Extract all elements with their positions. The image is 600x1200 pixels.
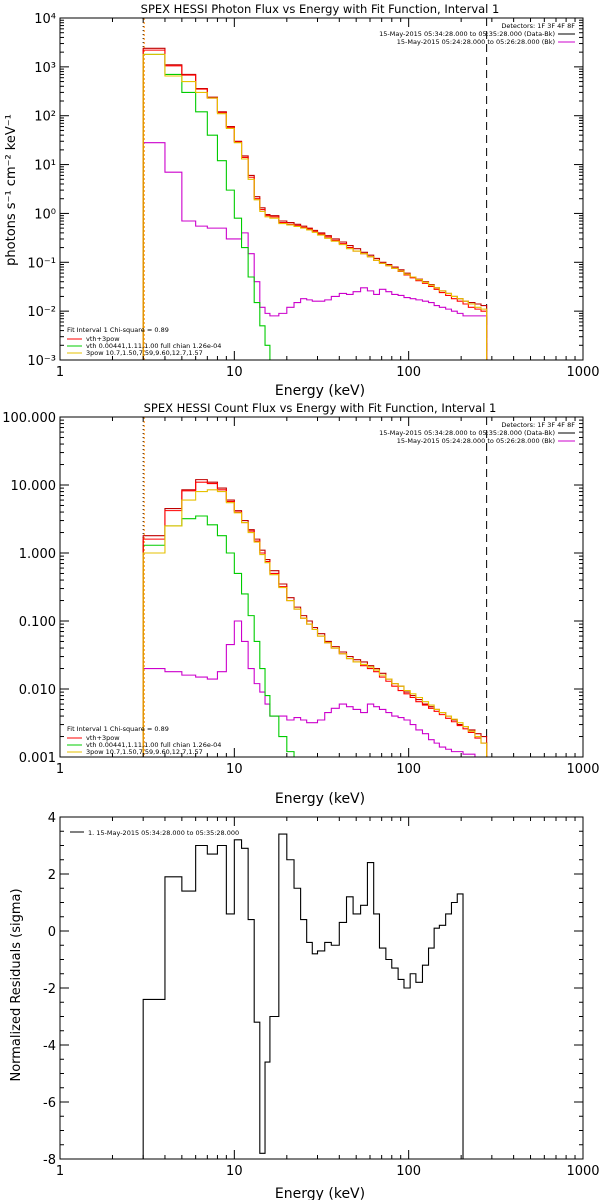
panel1-ylabel: photons s⁻¹ cm⁻² keV⁻¹ (4, 114, 19, 266)
panel2-ytick-label: 10.000 (11, 479, 57, 494)
panel1-series-vth (142, 53, 280, 360)
panel3-ytick-label: 2 (48, 868, 56, 883)
panel2-ytick-label: 0.001 (19, 751, 56, 766)
panel2-fit-legend: Fit Interval 1 Chi-square = 0.89 vth+3po… (67, 725, 221, 756)
panel1-frame (59, 17, 584, 361)
panel1-time-legend: 15-May-2015 05:34:28.000 to 05:35:28.000… (379, 30, 575, 46)
panel2-fit-title: Fit Interval 1 Chi-square = 0.89 (67, 725, 169, 733)
panel2-series-pow (142, 489, 488, 757)
panel1-fit-line-2: vth 0.00441,1.11,1.00 full chian 1.26e-0… (86, 342, 221, 350)
panel2-series-vth (142, 515, 295, 757)
panel1-series-data (142, 47, 488, 360)
panel1-series-pow (142, 53, 488, 360)
panel1-ytick-label: 10¹ (34, 159, 56, 174)
panel1-detectors: Detectors: 1F 3F 4F 8F (501, 22, 575, 30)
panel3-ytick-label: 4 (48, 811, 56, 826)
panel2-xlabel: Energy (keV) (275, 791, 365, 807)
panel2-series-bkg (142, 620, 487, 757)
panel2-xtick-label: 10 (226, 762, 243, 777)
panel1-fit-line-3: 3pow 10.7,1.50,7.59,9.60,12.7,1.57 (86, 349, 203, 357)
panel3-ticks: 1 10 100 1000 -8 -6 -4 -2 0 2 4 (43, 811, 600, 1179)
panel2-ytick-label: 1.000 (19, 547, 56, 562)
panel2-xtick-label: 1000 (566, 762, 599, 777)
panel1-plot-area (142, 18, 488, 360)
panel-photon-flux: SPEX HESSI Photon Flux vs Energy with Fi… (4, 2, 600, 399)
panel1-title: SPEX HESSI Photon Flux vs Energy with Fi… (141, 2, 500, 16)
panel2-ticks: 1 10 100 1000 0.001 0.010 0.100 1.000 10.000 100.… (2, 411, 599, 777)
panel1-xtick-label: 1000 (566, 365, 599, 380)
panel3-ytick-label: -4 (43, 1039, 56, 1054)
panel2-xtick-label: 1 (56, 762, 64, 777)
panel3-xlabel: Energy (keV) (275, 1186, 365, 1200)
panel3-xtick-label: 1 (56, 1164, 64, 1179)
panel1-series-total (142, 49, 488, 360)
panel2-time-line-2: 15-May-2015 05:24:28.000 to 05:26:28.000… (397, 437, 555, 445)
panel1-series-bkg (142, 142, 488, 360)
panel1-ytick-label: 10⁰ (34, 207, 56, 222)
panel3-ytick-label: -8 (43, 1153, 56, 1168)
panel1-ytick-label: 10⁻¹ (27, 256, 56, 271)
panel1-time-line-2: 15-May-2015 05:24:28.000 to 05:26:28.000… (397, 38, 555, 46)
panel2-series-total (142, 481, 488, 757)
panel1-xtick-label: 100 (396, 365, 421, 380)
panel1-ytick-label: 10³ (34, 61, 56, 76)
panel3-legend: 1. 15-May-2015 05:34:28.000 to 05:35:28.… (88, 829, 239, 837)
panel1-ytick-label: 10⁻² (27, 305, 56, 320)
panel-count-flux: SPEX HESSI Count Flux vs Energy with Fit… (2, 401, 599, 807)
panel2-xtick-label: 100 (396, 762, 421, 777)
panel2-ytick-label: 0.100 (19, 615, 56, 630)
panel3-xtick-label: 10 (226, 1164, 243, 1179)
panel3-ytick-label: -2 (43, 982, 56, 997)
panel3-ytick-label: 0 (48, 925, 56, 940)
panel3-series-black (142, 833, 464, 1159)
panel2-title: SPEX HESSI Count Flux vs Energy with Fit… (144, 401, 497, 415)
panel2-frame (59, 416, 584, 758)
panel1-ytick-label: 10⁴ (34, 12, 56, 27)
panel3-ytick-label: -6 (43, 1096, 56, 1111)
panel1-ytick-label: 10⁻³ (27, 354, 56, 369)
panel2-fit-line-1: vth+3pow (86, 734, 120, 742)
panel1-ytick-label: 10² (34, 110, 56, 125)
panel3-xtick-label: 1000 (566, 1164, 599, 1179)
panel1-ticks: 1 10 100 1000 10⁻³ 10⁻² 10⁻¹ 10⁰ 10¹ 10² 10³ 10⁴ (27, 12, 599, 380)
panel2-plot-area (142, 417, 488, 757)
panel2-time-line-1: 15-May-2015 05:34:28.000 to 05:35:28.000… (379, 429, 555, 437)
panel1-fit-legend: Fit Interval 1 Chi-square = 0.89 vth+3po… (67, 326, 221, 357)
panel-residuals: 1 10 100 1000 -8 -6 -4 -2 0 2 4 Normalized Residua… (9, 811, 600, 1200)
panel1-fit-title: Fit Interval 1 Chi-square = 0.89 (67, 326, 169, 334)
panel1-xtick-label: 10 (226, 365, 243, 380)
panel2-ytick-label: 100.000 (2, 411, 56, 426)
panel2-fit-line-2: vth 0.00441,1.11,1.00 full chian 1.26e-0… (86, 741, 221, 749)
panel3-xtick-label: 100 (396, 1164, 421, 1179)
panel1-xlabel: Energy (keV) (275, 383, 365, 399)
panel1-fit-line-1: vth+3pow (86, 335, 120, 343)
panel1-time-line-1: 15-May-2015 05:34:28.000 to 05:35:28.000… (379, 30, 555, 38)
panel2-series-data (142, 479, 488, 757)
panel2-fit-line-3: 3pow 10.7,1.50,7.59,9.60,12.7,1.57 (86, 748, 203, 756)
panel2-detectors: Detectors: 1F 3F 4F 8F (501, 421, 575, 429)
panel2-time-legend: 15-May-2015 05:34:28.000 to 05:35:28.000… (379, 429, 575, 445)
panel1-xtick-label: 1 (56, 365, 64, 380)
panel3-plot-area (142, 833, 464, 1159)
panel2-ytick-label: 0.010 (19, 683, 56, 698)
panel3-ylabel: Normalized Residuals (sigma) (9, 888, 24, 1081)
panel3-frame (59, 816, 584, 1160)
